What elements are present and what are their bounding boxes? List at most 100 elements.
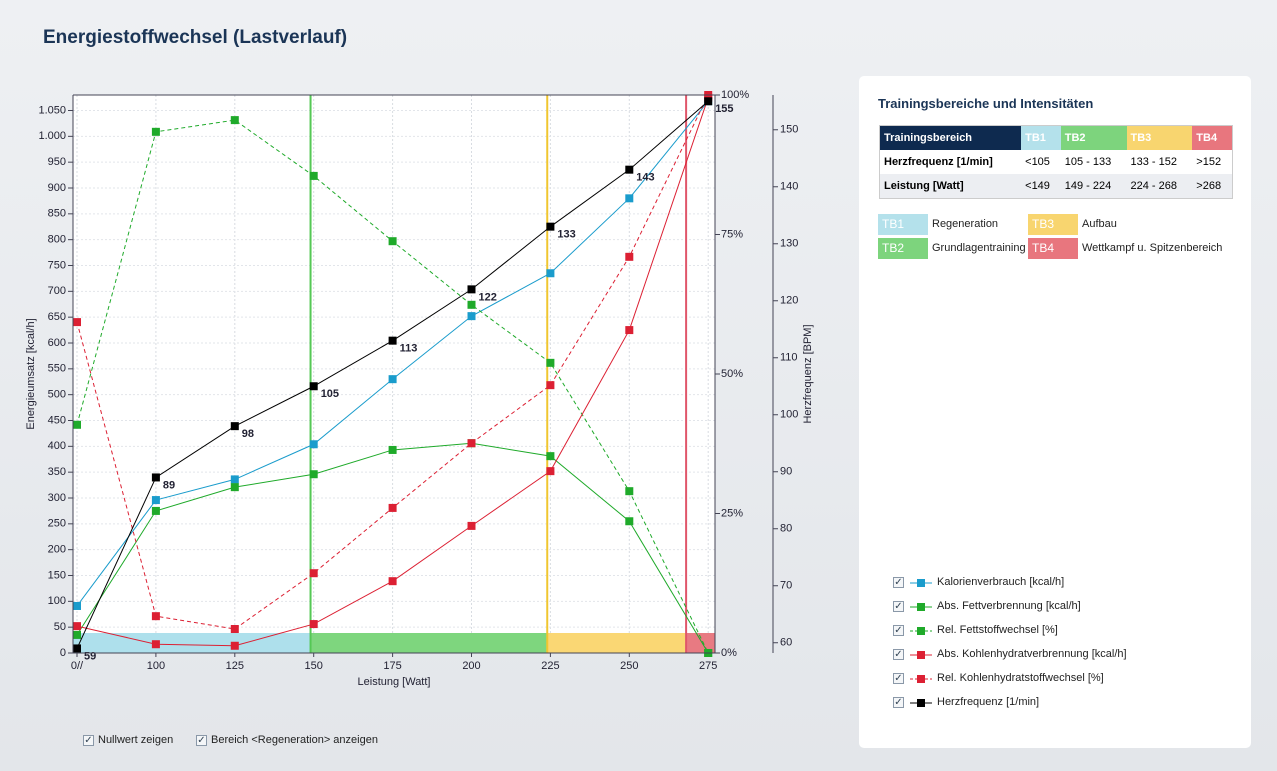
data-label: 133 [557,229,575,241]
legend-checkbox[interactable]: ✓ [893,649,904,660]
x-tick-label: 175 [383,660,401,672]
x-tick-label: 225 [541,660,559,672]
cell: 133 - 152 [1130,156,1177,168]
data-point [309,440,318,449]
y-tick-label: 800 [48,234,66,246]
cell: <149 [1025,180,1050,192]
legend-label: Rel. Fettstoffwechsel [%] [937,624,1058,636]
x-tick-label: 100 [147,660,165,672]
legend-icon [910,699,932,707]
y3-tick-label: 130 [780,238,798,250]
legend-icon [910,627,932,635]
y-tick-label: 200 [48,544,66,556]
data-point [309,470,318,479]
chart: 0// 100 125 150 175 200 225 250 275 0 50 100 150 200 2… [25,89,814,688]
table-row: Herzfrequenz [1/min] <105 105 - 133 133 … [880,150,1233,174]
y3-tick-label: 70 [780,580,792,592]
zone-band [310,633,548,653]
data-point [546,269,555,278]
y-tick-label: 900 [48,182,66,194]
y3-tick-label: 150 [780,124,798,136]
zone-band [547,633,687,653]
key-code: TB3 [1028,214,1078,235]
data-label: 155 [715,103,733,115]
legend-icon [910,651,932,659]
y2-tick-label: 100% [721,89,749,101]
y2-tick-label: 0% [721,647,737,659]
y-tick-label: 600 [48,337,66,349]
key-label: Grundlagentraining [932,242,1026,254]
data-point [388,445,397,454]
legend-marker [917,579,925,587]
y-tick-label: 300 [48,492,66,504]
data-point [388,577,397,586]
data-point [73,630,81,639]
legend-checkbox[interactable]: ✓ [893,577,904,588]
legend-checkbox[interactable]: ✓ [893,673,904,684]
legend-marker [917,699,925,707]
data-point [704,97,713,106]
y-tick-label: 650 [48,311,66,323]
data-point [546,381,555,390]
zone-band [686,633,715,653]
cell: >268 [1196,180,1222,192]
data-point [467,285,476,294]
data-point [625,326,634,335]
y-tick-label: 400 [48,440,66,452]
data-point [151,612,160,621]
y2-tick-label: 75% [721,228,743,240]
y3-axis-label: Herzfrequenz [BPM] [802,324,814,423]
data-point [388,237,397,246]
data-point [625,194,634,203]
data-point [309,171,318,180]
data-label: 122 [479,291,497,303]
option-checkbox[interactable]: ✓ [196,735,207,746]
header-cell: TB1 [1021,125,1061,150]
zone-band [73,633,311,653]
data-point [388,375,397,384]
key-label: Aufbau [1082,218,1117,230]
data-point [230,422,239,431]
data-point [151,496,160,505]
y3-tick-label: 140 [780,181,798,193]
data-point [467,521,476,530]
data-point [73,420,81,429]
x-tick-label: 150 [305,660,323,672]
data-point [546,222,555,231]
legend-checkbox[interactable]: ✓ [893,601,904,612]
option-label: Nullwert zeigen [98,734,174,746]
y-tick-label: 750 [48,259,66,271]
cell: 224 - 268 [1130,180,1177,192]
y3-tick-label: 110 [780,352,798,364]
legend-checkbox[interactable]: ✓ [893,697,904,708]
legend-checkbox[interactable]: ✓ [893,625,904,636]
y3-tick-label: 120 [780,295,798,307]
table-row: Leistung [Watt] <149 149 - 224 224 - 268… [879,174,1233,199]
legend-label: Herzfrequenz [1/min] [937,696,1040,708]
data-label: 59 [84,650,96,662]
header-cell: TB2 [1060,125,1127,150]
data-point [388,503,397,512]
key-code: TB1 [878,214,928,235]
data-point [467,300,476,309]
legend-icon [910,603,932,611]
y-tick-label: 1.000 [38,130,66,142]
option-checkbox[interactable]: ✓ [83,735,94,746]
data-label: 143 [636,172,654,184]
y-tick-label: 1.050 [38,104,66,116]
data-point [309,569,318,578]
data-point [309,382,318,391]
y3-tick-label: 80 [780,523,792,535]
data-label: 105 [321,388,339,400]
y3-tick-label: 100 [780,409,798,421]
data-point [467,312,476,321]
panel-title: Trainingsbereiche und Intensitäten [878,96,1094,111]
x-tick-label: 200 [462,660,480,672]
option-label: Bereich <Regeneration> anzeigen [211,734,378,746]
data-point [467,439,476,448]
cell: Herzfrequenz [1/min] [884,156,993,168]
x-tick-label: 0// [71,660,84,672]
cell: <105 [1025,156,1050,168]
y-tick-label: 550 [48,363,66,375]
